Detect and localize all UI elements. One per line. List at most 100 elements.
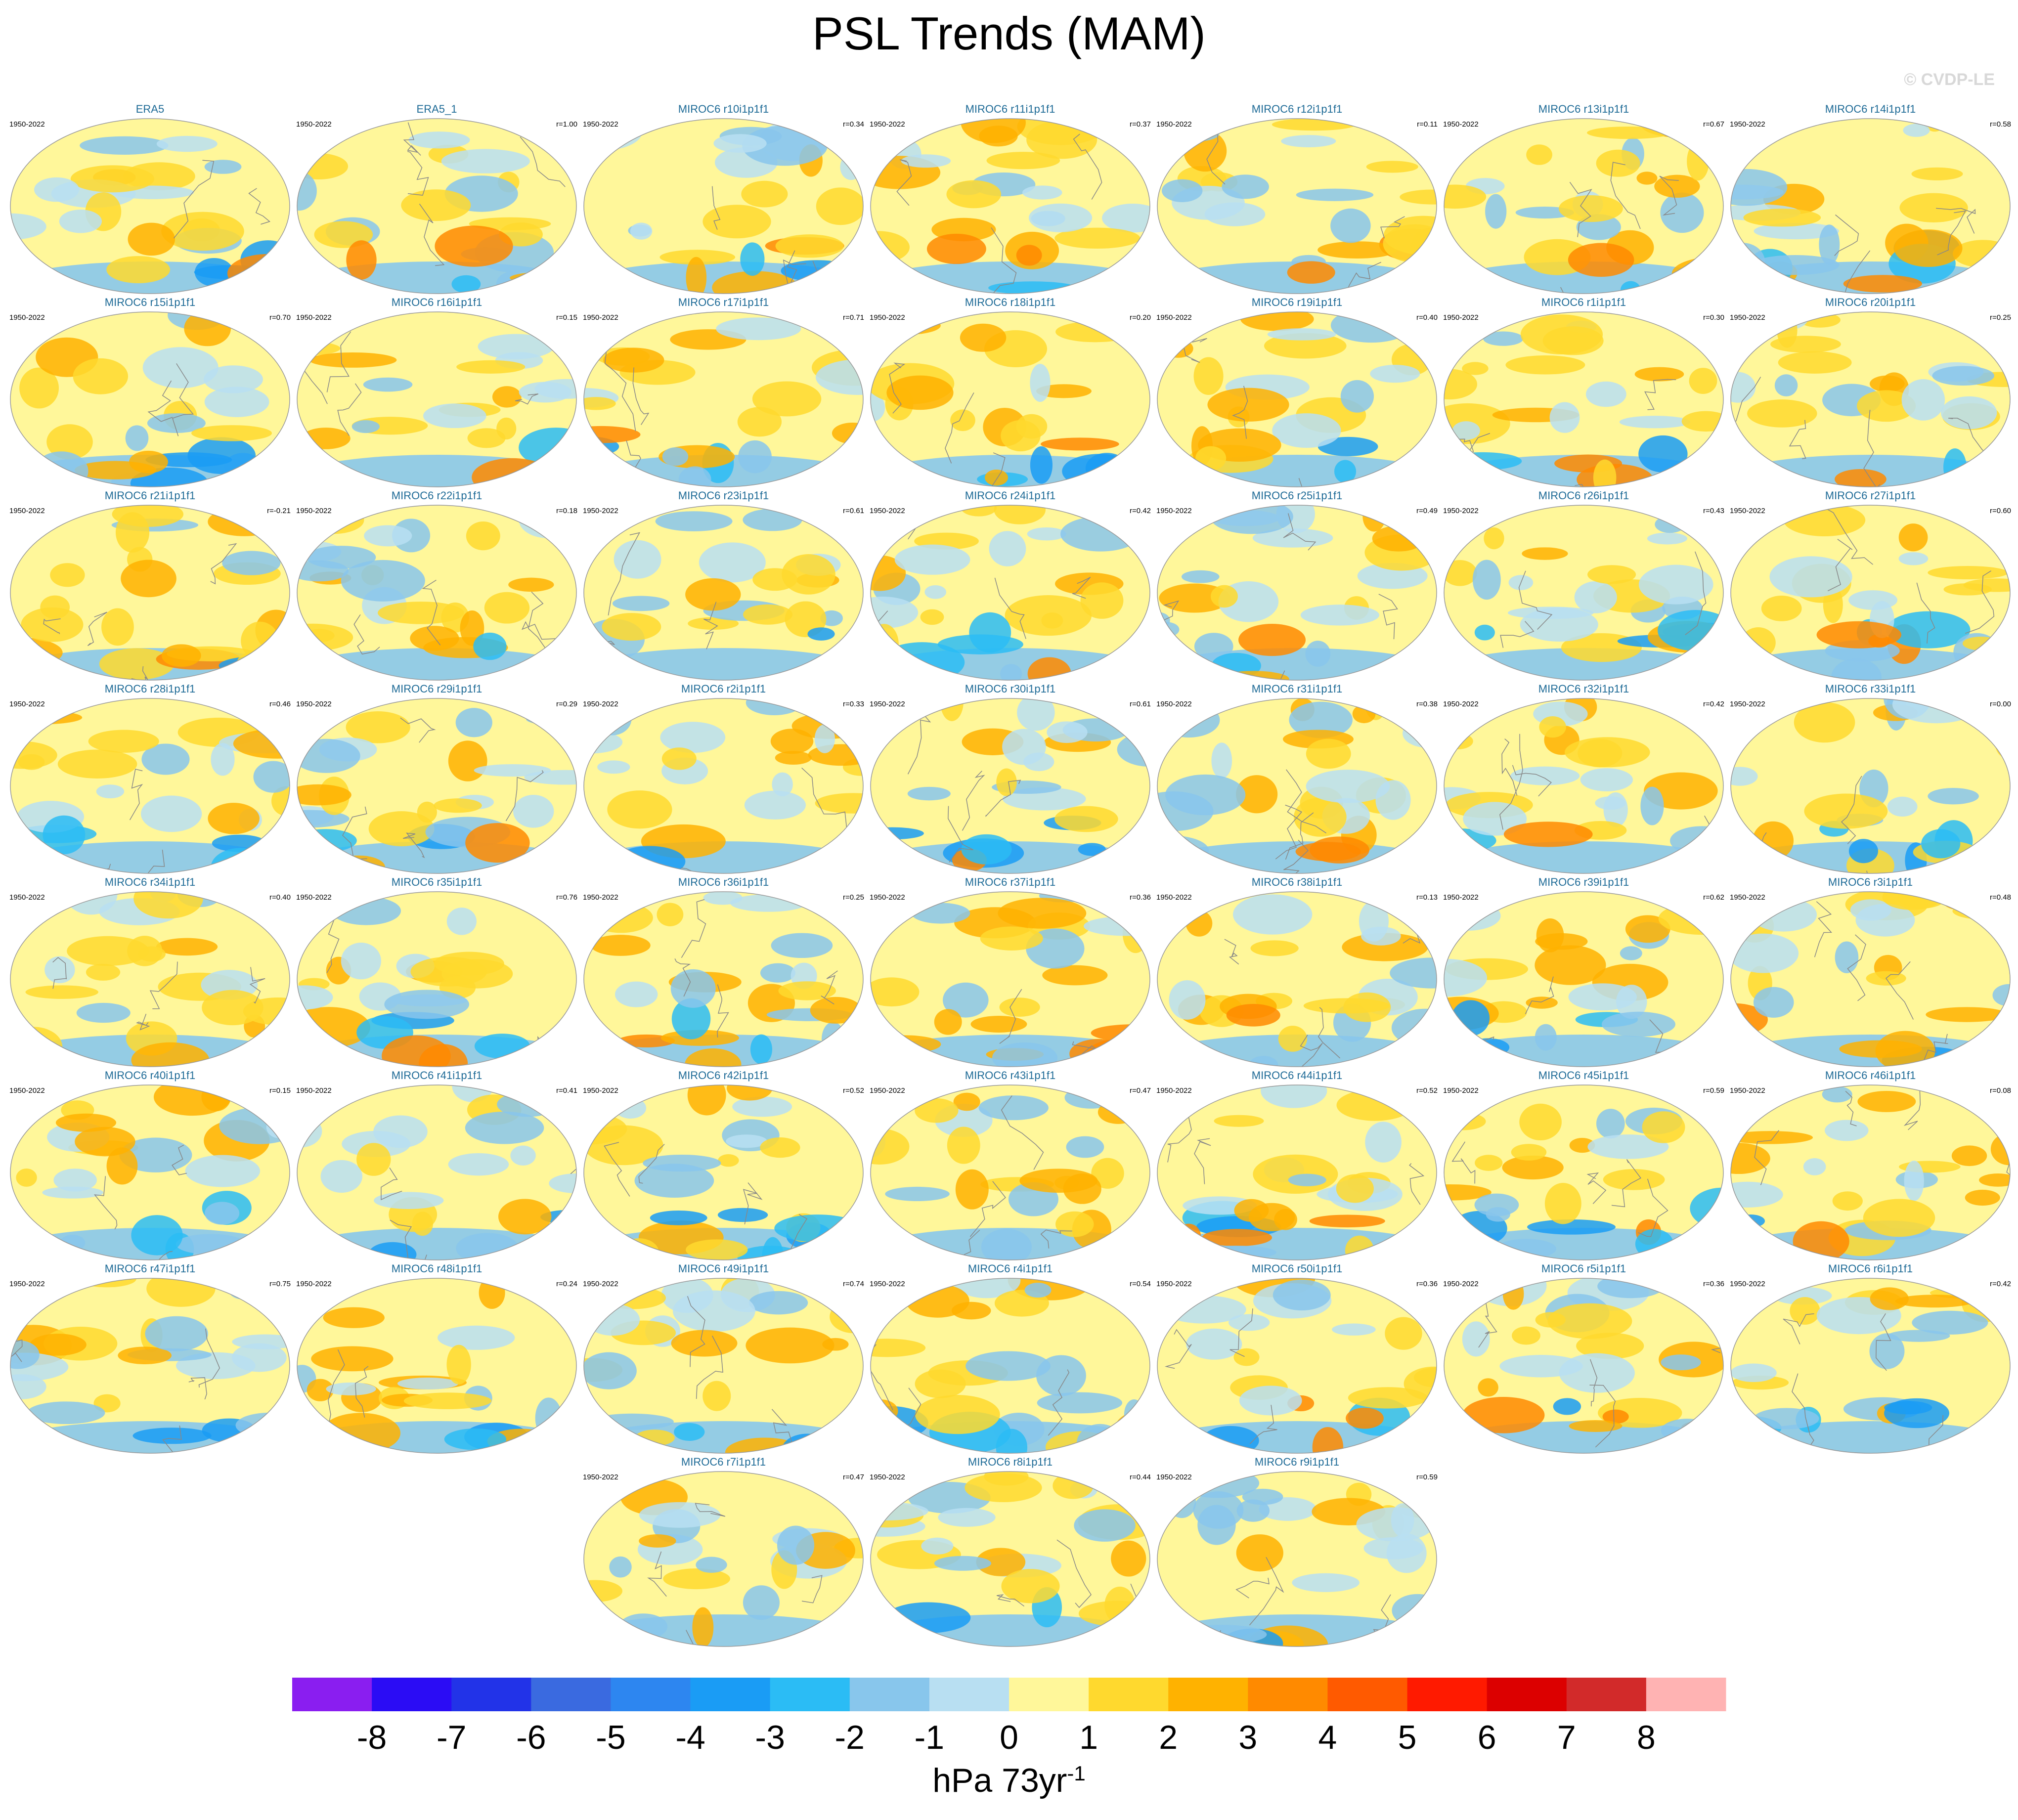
map-region xyxy=(1017,119,1105,145)
colorbar-tick-label: -2 xyxy=(835,1719,865,1756)
map-region xyxy=(309,352,397,368)
map-region xyxy=(871,1339,926,1357)
map-region xyxy=(1401,512,1427,534)
map-outline xyxy=(1730,1084,2011,1260)
map-region xyxy=(965,1351,1051,1381)
map-region xyxy=(1194,633,1233,660)
map-region xyxy=(1207,388,1289,422)
coastline xyxy=(994,577,1026,639)
map-region xyxy=(816,187,863,225)
period-label: 1950-2022 xyxy=(9,700,45,708)
map-region xyxy=(834,652,855,680)
panel-title: MIROC6 r26i1p1f1 xyxy=(1538,489,1629,502)
coastline xyxy=(136,1251,173,1260)
panel: ERA5_1 1950-2022 r=1.00 xyxy=(296,103,577,294)
map xyxy=(1731,892,2010,1067)
map-region xyxy=(634,1164,714,1198)
map-region xyxy=(871,596,919,629)
map-region xyxy=(321,1413,401,1453)
panel-title: MIROC6 r28i1p1f1 xyxy=(105,683,195,695)
map-region xyxy=(1535,945,1606,985)
map-region xyxy=(1496,1239,1557,1259)
map-region xyxy=(1898,552,1929,565)
map-region xyxy=(978,1095,1049,1121)
panel: MIROC6 r10i1p1f1 1950-2022 r=0.34 xyxy=(583,103,864,294)
map-region xyxy=(816,359,863,395)
map-region xyxy=(1559,1353,1635,1393)
map-region xyxy=(782,1433,833,1453)
map-region xyxy=(1346,1407,1384,1429)
map-region xyxy=(1596,1109,1625,1139)
map-region xyxy=(1024,1282,1052,1298)
map-region xyxy=(473,632,507,660)
map-region xyxy=(1843,275,1922,293)
map-region xyxy=(1157,835,1209,866)
map xyxy=(1157,312,1437,487)
map-region xyxy=(1899,193,1968,222)
correlation-label: r=0.54 xyxy=(1130,1280,1151,1288)
period-label: 1950-2022 xyxy=(870,120,905,129)
map-region xyxy=(1274,1209,1297,1230)
map-region xyxy=(341,560,425,602)
panel-title: MIROC6 r30i1p1f1 xyxy=(965,683,1055,695)
coastline xyxy=(1127,127,1150,161)
coastline xyxy=(1286,769,1327,833)
map xyxy=(584,892,863,1067)
map-region xyxy=(901,154,951,168)
coastline xyxy=(1283,839,1309,873)
map-region xyxy=(1638,564,1713,605)
map-region xyxy=(1211,742,1232,779)
map-region xyxy=(947,1127,980,1164)
map-region xyxy=(297,623,353,651)
map-region xyxy=(998,898,1087,929)
map-region xyxy=(1475,1155,1503,1171)
map xyxy=(1444,119,1723,294)
map-region xyxy=(1444,261,1723,294)
correlation-label: r=0.29 xyxy=(556,700,577,708)
map-region xyxy=(10,841,290,873)
coastline xyxy=(1095,1063,1133,1067)
period-label: 1950-2022 xyxy=(1156,1086,1192,1095)
map-region xyxy=(513,794,554,828)
coastline xyxy=(1525,976,1554,1014)
panel-title: MIROC6 r29i1p1f1 xyxy=(392,683,482,695)
correlation-label: r=0.42 xyxy=(1990,1280,2011,1288)
map-region xyxy=(1898,523,1928,552)
map xyxy=(1731,312,2010,487)
map-region xyxy=(455,708,492,737)
panel: MIROC6 r25i1p1f1 1950-2022 r=0.49 xyxy=(1156,489,1438,681)
map-region xyxy=(1080,582,1124,619)
coastline xyxy=(1275,804,1303,860)
map-region xyxy=(10,1027,63,1067)
unit-exponent: -1 xyxy=(1067,1762,1085,1785)
map-region xyxy=(204,365,263,393)
coastline xyxy=(149,961,178,1009)
coastline xyxy=(896,159,912,206)
map-region xyxy=(1076,1424,1124,1453)
map-region xyxy=(1777,312,1798,348)
coastline xyxy=(1586,1172,1607,1204)
map-region xyxy=(885,1186,950,1202)
period-label: 1950-2022 xyxy=(1156,1280,1192,1288)
map-outline xyxy=(297,505,577,681)
map-region xyxy=(584,1623,613,1647)
colorbar-tick-label: 0 xyxy=(1000,1719,1018,1756)
map-region xyxy=(466,521,500,551)
map-region xyxy=(994,505,1046,524)
correlation-label: r=0.34 xyxy=(843,120,864,129)
coastline xyxy=(1676,664,1703,680)
map-region xyxy=(1875,1031,1935,1067)
panel-title: MIROC6 r2i1p1f1 xyxy=(681,683,766,695)
map-region xyxy=(1687,142,1709,181)
coastline xyxy=(10,458,18,473)
correlation-label: r=0.36 xyxy=(1416,1280,1438,1288)
panel-title: MIROC6 r47i1p1f1 xyxy=(105,1262,195,1275)
coastline xyxy=(1847,934,1866,1001)
coastline xyxy=(1409,1163,1425,1205)
coastline xyxy=(1638,1178,1668,1237)
map-region xyxy=(1474,624,1495,641)
map-region xyxy=(106,256,171,283)
map-region xyxy=(591,935,651,956)
panel-title: MIROC6 r34i1p1f1 xyxy=(105,876,195,888)
coastline xyxy=(422,579,441,646)
